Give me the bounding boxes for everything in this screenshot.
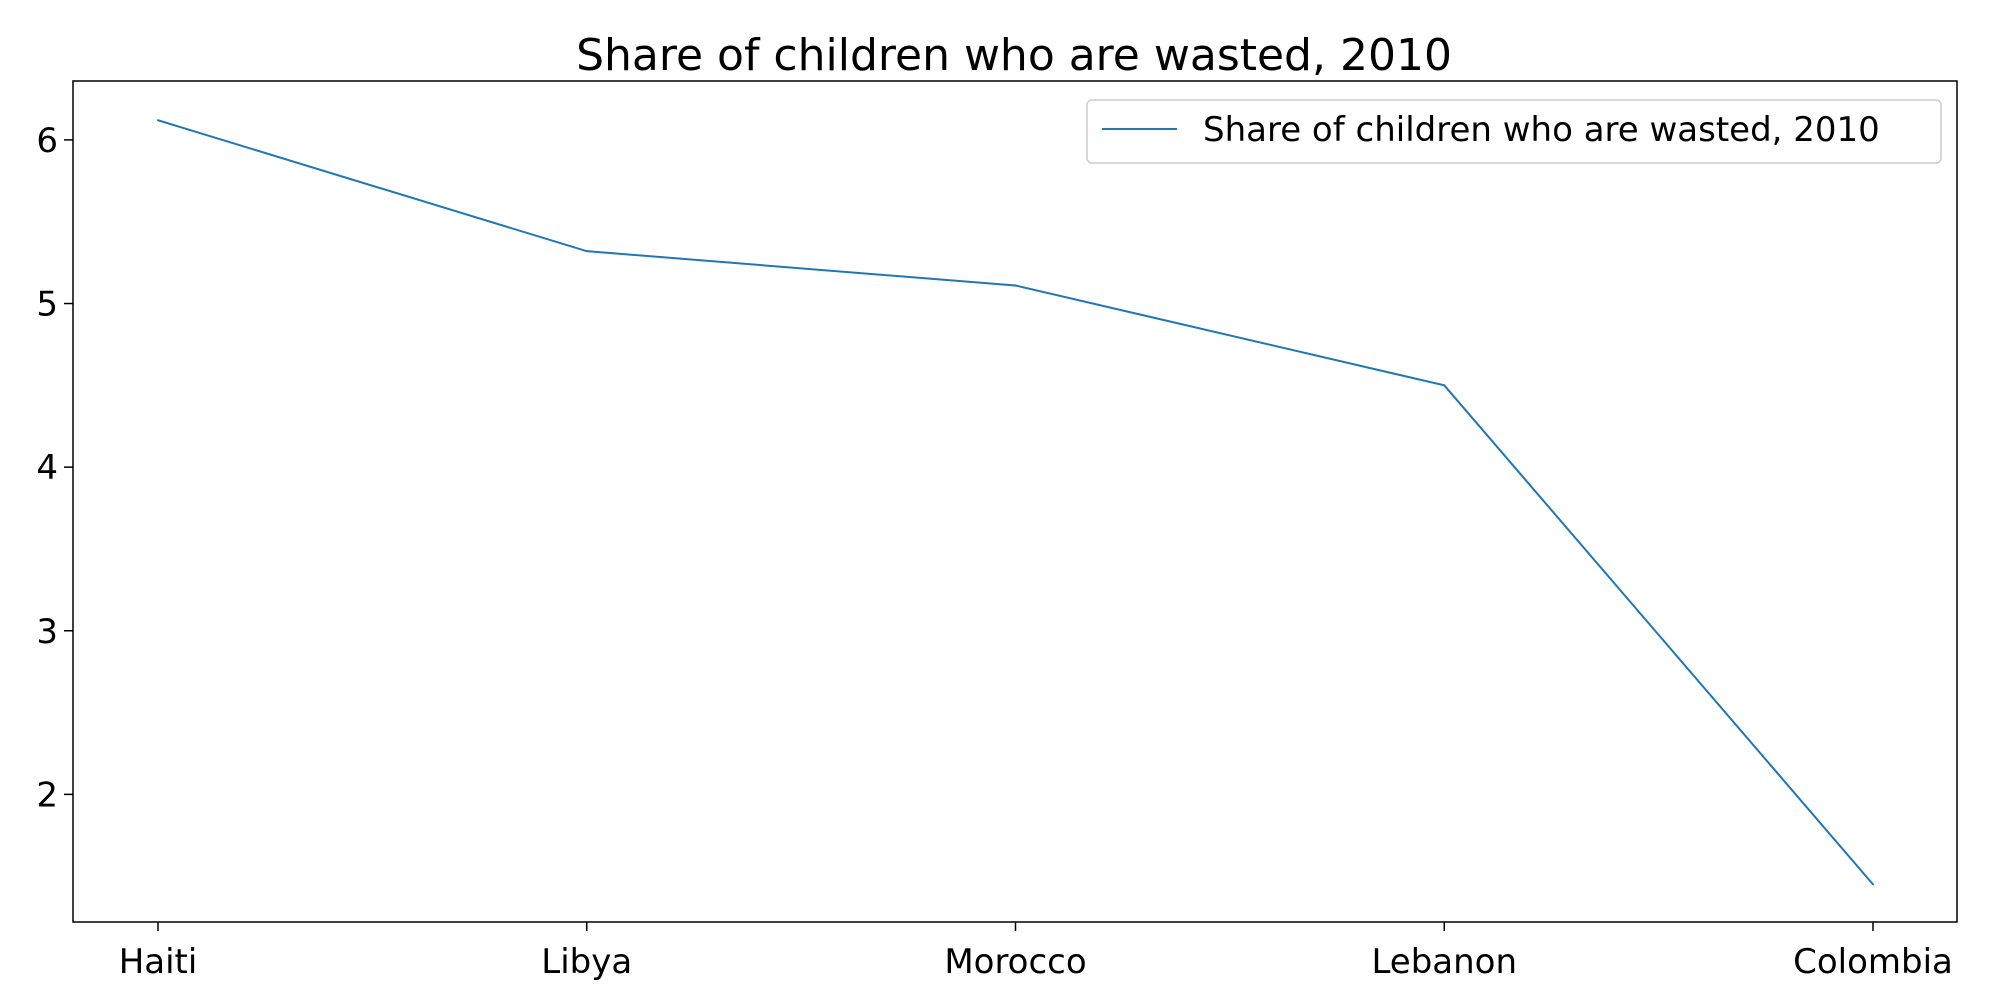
data-point [1014, 284, 1017, 287]
x-tick-label: Lebanon [1371, 942, 1517, 982]
series-line [157, 119, 1874, 886]
y-axis: 2 3 4 5 6 [36, 121, 73, 815]
data-point [1443, 384, 1446, 387]
legend-box [1086, 99, 1942, 164]
x-tick-label: Morocco [944, 942, 1086, 982]
x-axis: Haiti Libya Morocco Lebanon Colombia [119, 922, 1953, 982]
chart-title: Share of children who are wasted, 2010 [576, 30, 1452, 81]
y-tick-label: 5 [36, 285, 58, 325]
series-layer [157, 119, 1874, 886]
data-point [157, 119, 159, 122]
x-tick-label: Colombia [1793, 942, 1953, 982]
x-tick-label: Haiti [119, 942, 198, 982]
y-tick-label: 2 [36, 775, 58, 815]
y-tick-label: 4 [36, 448, 58, 488]
plot-area [72, 80, 1958, 923]
y-tick-label: 3 [36, 612, 58, 652]
y-tick-label: 6 [36, 121, 58, 161]
data-point [585, 250, 588, 253]
legend: Share of children who are wasted, 2010 [1086, 99, 1942, 164]
data-point [1872, 883, 1874, 886]
x-tick-label: Libya [541, 942, 632, 982]
legend-label: Share of children who are wasted, 2010 [1203, 110, 1880, 150]
